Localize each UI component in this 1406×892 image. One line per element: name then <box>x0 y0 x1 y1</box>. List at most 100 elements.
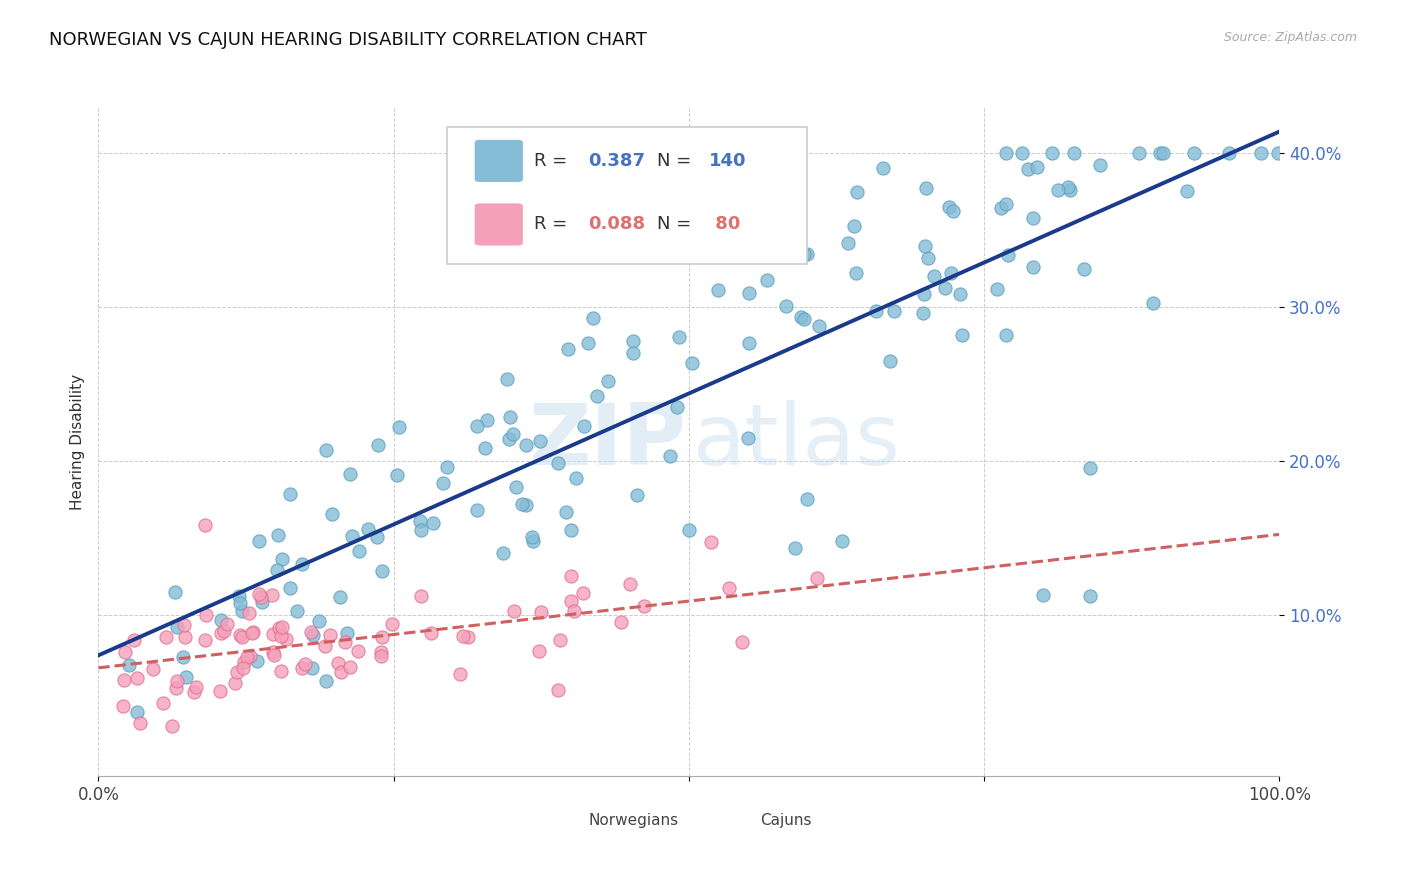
Point <box>586 389 609 403</box>
FancyBboxPatch shape <box>474 139 523 183</box>
Point <box>515 499 537 513</box>
Point <box>738 285 761 300</box>
Point <box>986 282 1008 296</box>
Point <box>995 146 1018 161</box>
Point <box>560 523 582 537</box>
Point <box>1073 261 1095 276</box>
Text: N =: N = <box>657 152 697 169</box>
Point <box>166 673 188 688</box>
Point <box>879 353 901 368</box>
Point <box>790 310 813 325</box>
Point <box>793 247 815 261</box>
Point <box>837 235 859 250</box>
Point <box>912 287 935 301</box>
Point <box>173 618 195 632</box>
Point <box>1040 146 1063 161</box>
Point <box>194 518 217 533</box>
Point <box>510 498 533 512</box>
Point <box>915 181 938 195</box>
FancyBboxPatch shape <box>537 801 581 837</box>
Text: NORWEGIAN VS CAJUN HEARING DISABILITY CORRELATION CHART: NORWEGIAN VS CAJUN HEARING DISABILITY CO… <box>49 31 647 49</box>
Point <box>195 607 218 622</box>
Point <box>128 716 150 731</box>
Point <box>678 523 700 537</box>
Point <box>576 336 599 351</box>
Point <box>1175 184 1198 198</box>
Point <box>270 551 292 566</box>
Point <box>994 328 1017 343</box>
Point <box>347 544 370 558</box>
Point <box>301 624 323 639</box>
Point <box>626 488 648 502</box>
Point <box>633 599 655 614</box>
Point <box>370 644 392 658</box>
Point <box>562 604 585 618</box>
Point <box>231 603 253 617</box>
Point <box>165 585 187 599</box>
Point <box>883 304 905 318</box>
Point <box>339 659 361 673</box>
Point <box>1088 158 1111 172</box>
Point <box>700 534 723 549</box>
Point <box>152 696 174 710</box>
Point <box>997 247 1019 261</box>
Point <box>239 648 262 663</box>
Point <box>872 161 894 175</box>
Point <box>315 673 337 688</box>
Point <box>409 524 432 538</box>
Point <box>385 468 408 483</box>
Point <box>806 571 828 585</box>
Point <box>174 670 197 684</box>
Point <box>228 628 250 642</box>
Point <box>294 657 316 671</box>
Point <box>465 419 488 434</box>
Point <box>681 356 703 370</box>
Point <box>231 631 253 645</box>
Point <box>409 589 432 603</box>
Point <box>845 185 868 199</box>
Point <box>118 657 141 672</box>
Point <box>260 589 283 603</box>
Point <box>301 661 323 675</box>
Point <box>808 318 831 333</box>
Point <box>520 530 543 544</box>
Point <box>308 614 330 628</box>
Point <box>409 514 432 528</box>
Point <box>330 665 353 679</box>
Point <box>278 581 301 595</box>
Point <box>465 503 488 517</box>
Point <box>238 607 260 621</box>
Point <box>212 624 235 638</box>
Point <box>492 546 515 560</box>
Point <box>252 595 274 609</box>
Point <box>571 586 593 600</box>
Point <box>865 304 887 318</box>
Point <box>547 682 569 697</box>
Point <box>547 456 569 470</box>
Point <box>668 330 690 344</box>
Point <box>621 334 644 348</box>
Point <box>436 460 458 475</box>
Point <box>914 239 936 253</box>
Point <box>209 626 232 640</box>
Point <box>924 269 946 284</box>
Point <box>224 675 246 690</box>
Point <box>555 506 578 520</box>
Point <box>329 591 352 605</box>
Point <box>270 629 292 643</box>
Point <box>505 480 527 494</box>
Point <box>194 633 217 648</box>
Point <box>319 628 342 642</box>
Point <box>366 530 388 544</box>
Point <box>228 589 250 603</box>
Point <box>367 437 389 451</box>
Point <box>911 306 934 320</box>
FancyBboxPatch shape <box>709 801 752 837</box>
Text: R =: R = <box>534 215 574 233</box>
Point <box>340 529 363 543</box>
Point <box>209 613 232 627</box>
Point <box>950 328 973 343</box>
Point <box>1022 211 1045 226</box>
Text: N =: N = <box>657 215 697 233</box>
Point <box>247 533 270 548</box>
